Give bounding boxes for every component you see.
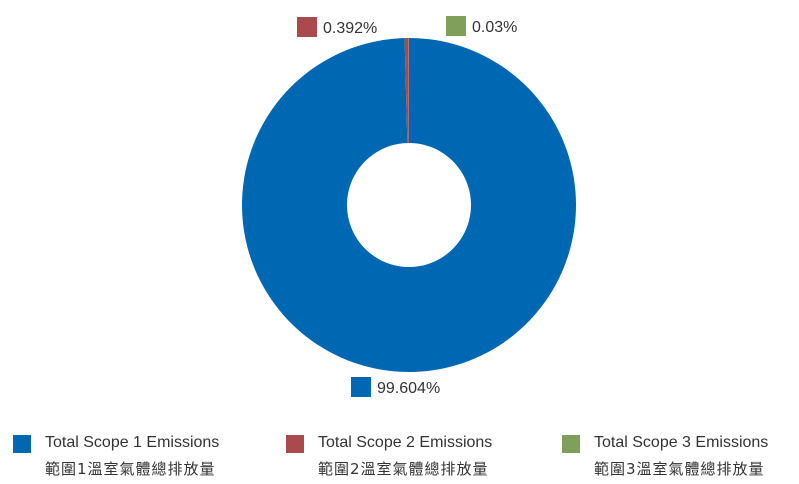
legend: Total Scope 1 Emissions 範圍1溫室氣體總排放量 Tota… <box>0 432 799 484</box>
legend-label-zh-scope-3: 範圍3溫室氣體總排放量 <box>594 460 765 478</box>
legend-label-scope-1: Total Scope 1 Emissions <box>45 434 220 451</box>
legend-label-scope-2: Total Scope 2 Emissions <box>318 434 493 451</box>
data-label-swatch-scope-2 <box>297 17 317 37</box>
data-label-swatch-scope-1 <box>351 377 371 397</box>
slice-scope-2 <box>404 38 409 144</box>
legend-label-scope-3: Total Scope 3 Emissions <box>594 434 769 451</box>
data-label-swatch-scope-3 <box>446 16 466 36</box>
legend-swatch-scope-1 <box>13 435 31 453</box>
legend-swatch-scope-2 <box>286 435 304 453</box>
slice-scope-1 <box>242 38 577 372</box>
data-label-scope-3: 0.03% <box>472 19 517 36</box>
legend-label-zh-scope-2: 範圍2溫室氣體總排放量 <box>318 460 489 478</box>
donut-slices <box>242 38 577 372</box>
data-labels: 99.604% 0.392% 0.03% <box>297 16 517 397</box>
data-label-scope-2: 0.392% <box>323 20 377 37</box>
data-label-scope-1: 99.604% <box>377 380 440 397</box>
legend-label-zh-scope-1: 範圍1溫室氣體總排放量 <box>45 460 216 478</box>
donut-chart: 99.604% 0.392% 0.03% <box>242 16 577 397</box>
legend-swatch-scope-3 <box>562 435 580 453</box>
